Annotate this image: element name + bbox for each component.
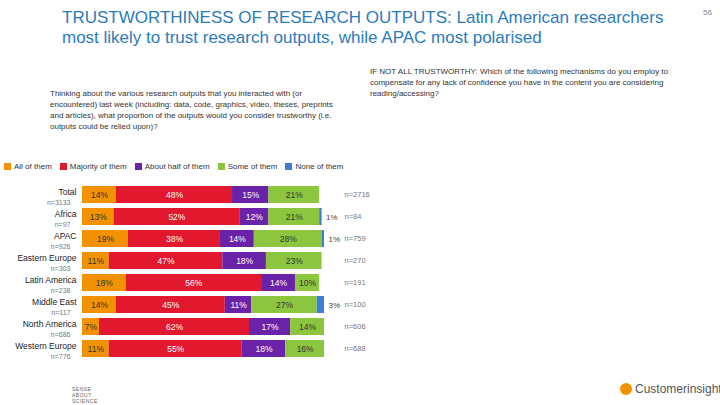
svg-text:3%: 3% (329, 301, 341, 310)
svg-text:14%: 14% (299, 322, 316, 332)
svg-text:52%: 52% (168, 212, 185, 222)
svg-text:n=776: n=776 (51, 353, 71, 360)
svg-text:18%: 18% (236, 256, 253, 266)
html-text:Majority of them: Majority of them (69, 162, 127, 171)
svg-text:1%: 1% (329, 235, 341, 244)
svg-text:47%: 47% (157, 256, 174, 266)
svg-text:n=303: n=303 (51, 265, 71, 272)
svg-text:55%: 55% (167, 344, 184, 354)
svg-text:45%: 45% (162, 300, 179, 310)
svg-text:n=686: n=686 (51, 331, 71, 338)
svg-text:n=606: n=606 (345, 322, 366, 331)
svg-text:62%: 62% (166, 322, 183, 332)
svg-text:38%: 38% (166, 234, 183, 244)
html-text:56: 56 (703, 8, 712, 17)
html-text:SENSE ABOUT SCIENCE: SENSE ABOUT SCIENCE (72, 386, 98, 404)
svg-text:18%: 18% (255, 344, 272, 354)
svg-text:Western Europe: Western Europe (15, 341, 77, 351)
svg-text:19%: 19% (97, 234, 114, 244)
svg-text:n=926: n=926 (51, 243, 71, 250)
svg-text:n=3133: n=3133 (47, 199, 71, 206)
svg-text:n=759: n=759 (345, 234, 366, 243)
svg-text:13%: 13% (90, 212, 107, 222)
svg-text:1%: 1% (326, 213, 338, 222)
svg-text:10%: 10% (299, 278, 316, 288)
svg-text:11%: 11% (88, 344, 105, 354)
svg-text:15%: 15% (242, 190, 259, 200)
svg-text:Africa: Africa (55, 209, 77, 219)
html-text:IF NOT ALL TRUSTWORTHY: Which: IF NOT ALL TRUSTWORTHY: Which of the fol… (370, 67, 668, 98)
svg-text:56%: 56% (185, 278, 202, 288)
svg-text:7%: 7% (85, 322, 98, 332)
html-text:About half of them: About half of them (144, 162, 210, 171)
svg-text:n=100: n=100 (345, 300, 366, 309)
svg-text:16%: 16% (297, 344, 314, 354)
svg-text:Latin America: Latin America (25, 275, 77, 285)
svg-text:17%: 17% (262, 322, 279, 332)
svg-text:11%: 11% (230, 300, 247, 310)
html-text:Some of them: Some of them (227, 162, 278, 171)
svg-text:14%: 14% (91, 190, 108, 200)
svg-text:Total: Total (59, 187, 77, 197)
svg-text:21%: 21% (286, 212, 303, 222)
svg-text:n=97: n=97 (55, 221, 71, 228)
svg-text:n=191: n=191 (345, 278, 366, 287)
html-text:All of them: All of them (14, 162, 52, 171)
svg-text:n=2716: n=2716 (345, 190, 370, 199)
svg-text:North America: North America (23, 319, 77, 329)
svg-text:21%: 21% (286, 190, 303, 200)
svg-text:APAC: APAC (54, 231, 77, 241)
svg-text:28%: 28% (280, 234, 297, 244)
svg-text:14%: 14% (270, 278, 287, 288)
svg-text:14%: 14% (229, 234, 246, 244)
html-text:TRUSTWORTHINESS OF RESEARCH OU: TRUSTWORTHINESS OF RESEARCH OUTPUTS: Lat… (62, 8, 664, 47)
svg-text:Middle East: Middle East (32, 297, 77, 307)
html-text:None of them: None of them (295, 162, 344, 171)
svg-text:18%: 18% (96, 278, 113, 288)
svg-text:11%: 11% (88, 256, 105, 266)
svg-text:48%: 48% (166, 190, 183, 200)
svg-text:n=688: n=688 (345, 344, 366, 353)
svg-text:14%: 14% (91, 300, 108, 310)
svg-text:Eastern Europe: Eastern Europe (17, 253, 76, 263)
svg-text:n=270: n=270 (345, 256, 366, 265)
svg-text:12%: 12% (246, 212, 263, 222)
svg-text:n=117: n=117 (51, 309, 70, 316)
svg-text:n=84: n=84 (345, 212, 362, 221)
svg-text:n=238: n=238 (51, 287, 71, 294)
svg-text:27%: 27% (276, 300, 293, 310)
html-text:Thinking about the various res: Thinking about the various research outp… (50, 89, 333, 131)
svg-text:23%: 23% (286, 256, 303, 266)
